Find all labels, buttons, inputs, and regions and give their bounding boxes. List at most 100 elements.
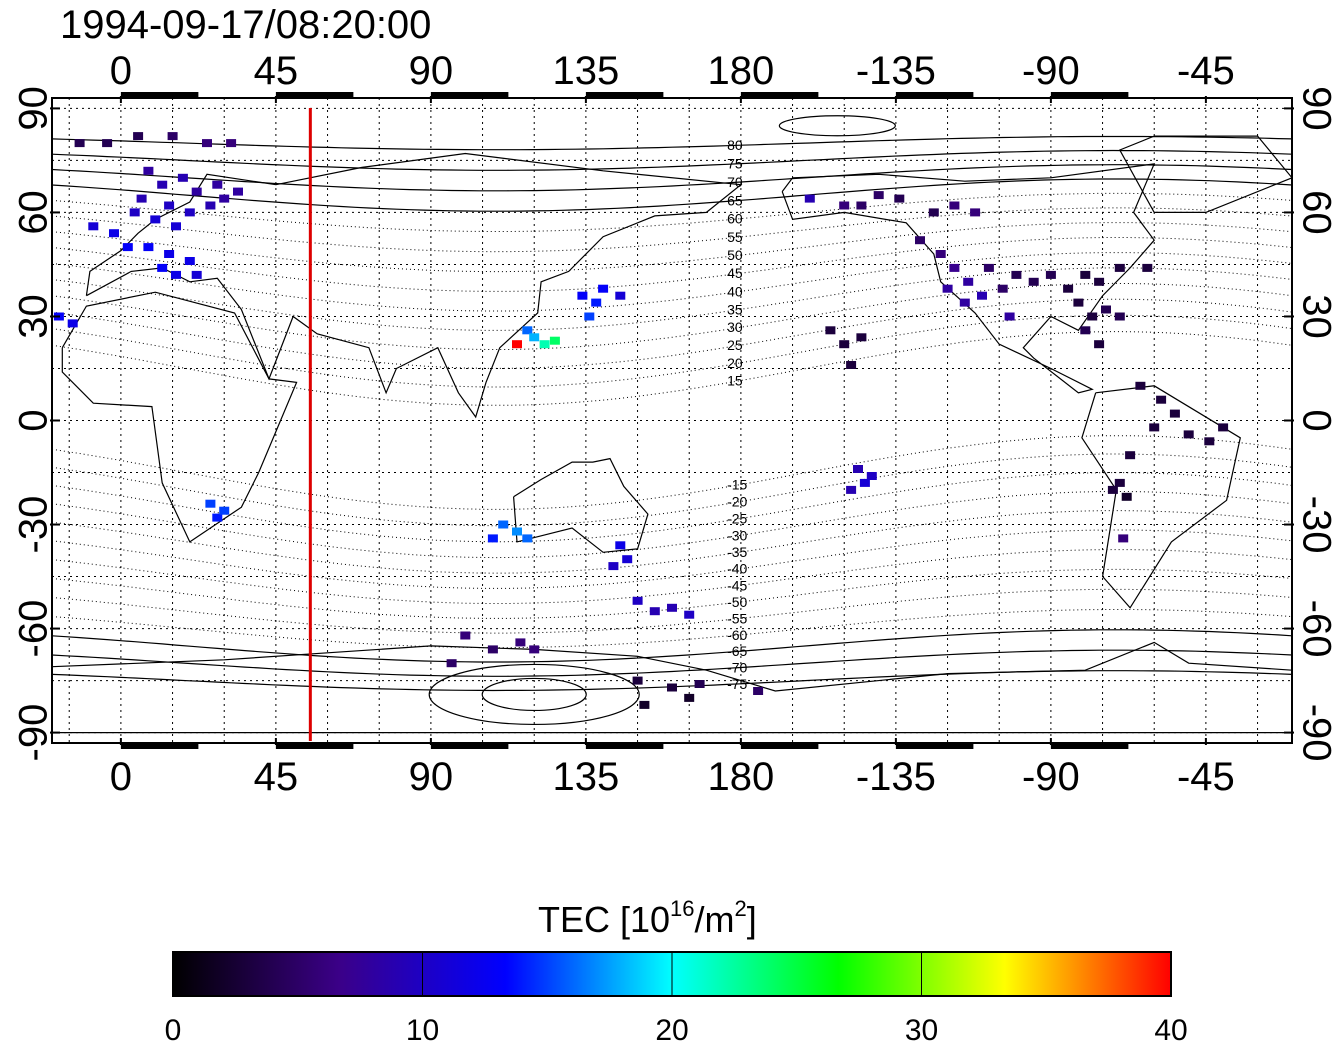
contour-label: -45 (727, 577, 747, 593)
tec-point (632, 596, 643, 605)
coastline-antarctica (52, 641, 1292, 734)
tec-point (615, 541, 626, 550)
tec-point (649, 607, 660, 616)
tec-point (512, 340, 522, 349)
contour-label: 70 (727, 174, 743, 190)
coastline-greenland (1118, 135, 1292, 213)
tec-point (184, 208, 195, 217)
lat-label-left: -90 (12, 704, 56, 762)
lat-label-right: 30 (1294, 294, 1338, 339)
lon-label-bottom: 0 (110, 755, 132, 799)
tec-point (164, 250, 175, 258)
tec-point (129, 208, 140, 217)
contour-line (52, 510, 1292, 574)
tec-point (522, 326, 533, 335)
tec-point (157, 263, 168, 272)
tec-point (143, 166, 154, 175)
colorbar-tick-label: 10 (406, 1014, 439, 1047)
tec-point (584, 312, 595, 321)
tec-point (1204, 437, 1215, 446)
tec-point (1063, 284, 1074, 293)
tec-point (212, 180, 223, 189)
tec-point (177, 173, 188, 182)
contour-line (52, 267, 1292, 331)
lon-label-bottom: 180 (708, 755, 775, 799)
contour-label: -40 (727, 561, 747, 577)
tec-point (1149, 423, 1160, 432)
lon-label-bottom: 90 (409, 755, 454, 799)
lat-label-right: -60 (1294, 600, 1338, 658)
contour-label: 35 (727, 301, 743, 317)
lon-band-bottom (895, 744, 974, 749)
tec-point (804, 194, 815, 203)
tec-point (873, 191, 884, 200)
tec-point (1073, 298, 1084, 307)
tec-point (539, 340, 550, 349)
tec-point (667, 683, 677, 692)
contour-label: -70 (727, 659, 747, 675)
lon-label-top: 45 (254, 49, 299, 93)
magnetic-latitude-contours (52, 115, 1292, 726)
contour-label: -50 (727, 594, 747, 610)
tec-point (1156, 395, 1167, 404)
tec-point (1142, 263, 1153, 272)
lon-label-bottom: -135 (856, 755, 936, 799)
tec-point (859, 478, 870, 487)
tec-point (694, 680, 705, 688)
tec-point (1045, 270, 1056, 279)
tec-point (856, 333, 867, 342)
contour-label: 15 (727, 372, 743, 388)
lat-label-left: 60 (12, 190, 56, 235)
tec-point (1107, 485, 1118, 494)
south-pole-contour-outer (428, 663, 640, 726)
tec-point (1028, 277, 1039, 286)
tec-point (1080, 270, 1091, 279)
tec-point (959, 298, 970, 307)
lon-label-bottom: -45 (1177, 755, 1235, 799)
tec-point (219, 194, 230, 203)
coastlines (52, 135, 1292, 734)
tec-point (856, 201, 867, 210)
colorbar-tick-label: 20 (655, 1014, 688, 1047)
contour-label: -55 (727, 610, 747, 626)
tec-point (226, 139, 237, 148)
tec-point (846, 361, 857, 369)
tec-point (1094, 277, 1105, 286)
tec-point (825, 326, 836, 335)
lon-label-top: -135 (856, 49, 936, 93)
figure-title: 1994-09-17/08:20:00 (60, 3, 431, 47)
tec-point (1183, 430, 1194, 439)
lon-label-bottom: 45 (254, 755, 299, 799)
contour-line (52, 649, 1292, 677)
contour-line (52, 568, 1292, 619)
contour-label: -75 (727, 676, 747, 692)
contour-label: -25 (727, 510, 747, 526)
contour-line (52, 298, 1292, 369)
contour-line (52, 629, 1292, 663)
lon-label-bottom: 135 (553, 755, 620, 799)
tec-point (622, 555, 633, 564)
lon-band-bottom (275, 744, 354, 749)
tec-point (839, 201, 850, 210)
tec-point (1125, 451, 1136, 460)
contour-label: 80 (727, 137, 743, 153)
tec-point (136, 194, 147, 203)
contour-label: 20 (727, 355, 743, 371)
tec-point (684, 693, 695, 702)
lon-label-top: -45 (1177, 49, 1235, 93)
tec-point (487, 645, 498, 654)
contour-line (52, 609, 1292, 649)
tec-point (529, 645, 540, 654)
tec-point (164, 201, 175, 210)
lat-label-right: 0 (1294, 409, 1338, 431)
tec-point (205, 499, 216, 508)
contour-label: -20 (727, 494, 747, 510)
lat-label-right: -90 (1294, 704, 1338, 762)
coastline-south-america (1081, 385, 1241, 609)
lon-band-top (585, 92, 664, 97)
lon-band-top (275, 92, 354, 97)
tec-point (928, 208, 939, 217)
contour-label: 40 (727, 283, 743, 299)
